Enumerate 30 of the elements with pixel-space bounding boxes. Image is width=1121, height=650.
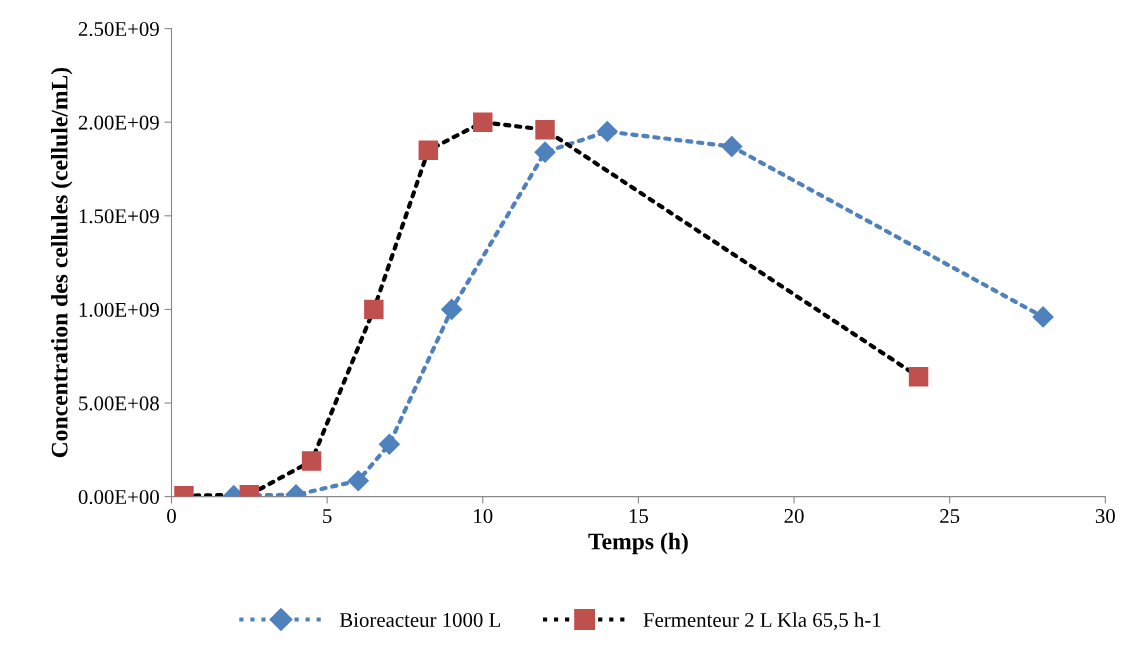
point bbox=[440, 298, 463, 321]
y-tick-label: 2.00E+09 bbox=[78, 115, 159, 130]
x-tick-label: 20 bbox=[784, 509, 804, 524]
y-tick-label: 1.50E+09 bbox=[79, 209, 159, 224]
y-tick-label: 1.00E+09 bbox=[79, 302, 159, 317]
x-tick-label: 0 bbox=[167, 509, 176, 524]
point bbox=[378, 433, 401, 455]
x-tick-label: 10 bbox=[474, 509, 493, 524]
y-tick-label: 5.00E+08 bbox=[79, 396, 159, 411]
point bbox=[347, 469, 370, 492]
point bbox=[301, 451, 322, 471]
y-axis-title: Concentration des cellules (cellule/mL) bbox=[50, 67, 73, 458]
x-tick-label: 5 bbox=[323, 509, 332, 524]
point bbox=[596, 120, 619, 143]
point bbox=[1032, 306, 1054, 328]
x-tick-label: 15 bbox=[629, 509, 649, 524]
point bbox=[473, 112, 493, 132]
x-tick-label: 25 bbox=[940, 509, 960, 524]
y-tick-label: 0.00E+00 bbox=[78, 489, 159, 505]
legend-label: Fermenteur 2 L Kla 65,5 h-1 bbox=[643, 612, 881, 631]
point bbox=[418, 140, 439, 160]
x-axis-title: Temps (h) bbox=[588, 532, 688, 555]
y-tick-label: 2.50E+09 bbox=[78, 21, 159, 37]
x-tick-label: 30 bbox=[1095, 509, 1115, 524]
legend-label: Bioreacteur 1000 L bbox=[339, 612, 501, 628]
point bbox=[908, 367, 929, 387]
point bbox=[364, 299, 384, 320]
point bbox=[535, 119, 555, 140]
point bbox=[534, 141, 556, 163]
point bbox=[720, 135, 743, 158]
